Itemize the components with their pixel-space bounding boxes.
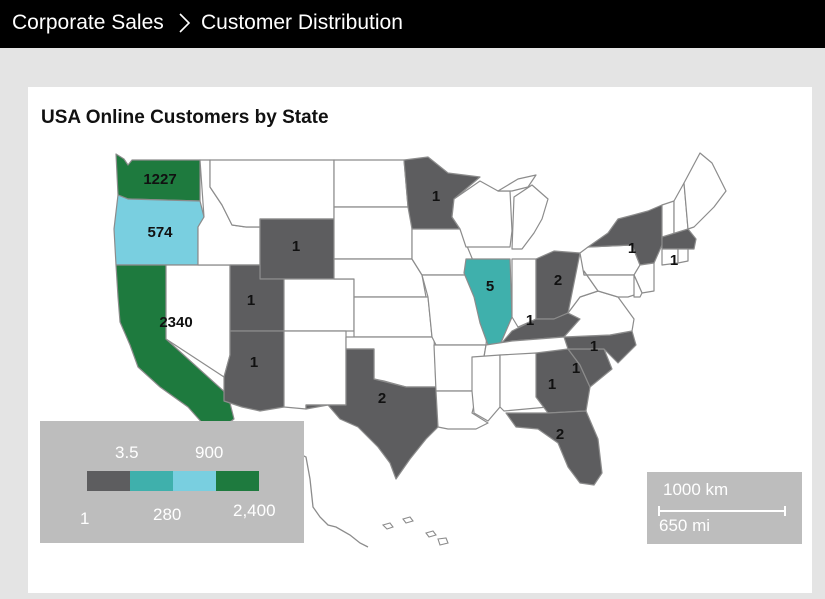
state-nm[interactable]	[283, 330, 347, 410]
state-mt[interactable]	[209, 159, 335, 228]
legend-swatch-band-3	[173, 471, 216, 491]
breadcrumb-parent[interactable]: Corporate Sales	[12, 11, 164, 34]
map-panel: 1227 574 2340 1 1 1 1 2 5 2 1 1 1 1 1 1 2 USA Online Cus…	[28, 87, 812, 593]
header-bar: Corporate Sales Customer Distribution	[0, 0, 825, 48]
color-legend: 3.5 900 1 280 2,400	[40, 421, 304, 543]
legend-top-label: 3.5	[115, 443, 139, 462]
legend-top-label: 900	[195, 443, 224, 462]
state-value-label-wy: 1	[292, 238, 300, 255]
legend-bottom-label: 1	[80, 509, 90, 528]
state-value-label-mn: 1	[432, 188, 440, 205]
legend-swatch-band-2	[130, 471, 173, 491]
state-co[interactable]	[283, 278, 355, 332]
state-ca[interactable]	[115, 264, 235, 426]
state-value-label-tx: 2	[378, 390, 386, 407]
breadcrumb-current: Customer Distribution	[201, 11, 403, 34]
state-ks[interactable]	[353, 296, 433, 338]
state-value-label-or: 574	[147, 224, 173, 241]
state-nd[interactable]	[333, 159, 409, 208]
map-title: USA Online Customers by State	[41, 107, 329, 128]
state-mi[interactable]	[497, 174, 549, 250]
scale-bar-line	[658, 506, 786, 516]
state-vt[interactable]	[661, 200, 675, 238]
state-value-label-ga: 1	[548, 376, 556, 393]
state-de[interactable]	[633, 274, 643, 298]
state-value-label-ny: 1	[628, 240, 636, 257]
state-value-label-ut: 1	[247, 292, 255, 309]
state-tx[interactable]	[305, 348, 439, 480]
legend-bottom-label: 2,400	[233, 501, 276, 520]
state-value-label-oh: 2	[554, 272, 562, 289]
chevron-right-icon	[179, 13, 191, 33]
state-fl[interactable]	[505, 410, 603, 486]
state-sd[interactable]	[333, 206, 413, 260]
legend-swatch-band-4	[216, 471, 259, 491]
state-value-label-az: 1	[250, 354, 258, 371]
legend-swatch-band-1	[87, 471, 130, 491]
state-ri[interactable]	[677, 248, 689, 264]
state-value-label-wa: 1227	[143, 171, 176, 188]
state-me[interactable]	[683, 152, 727, 230]
state-wi[interactable]	[451, 180, 513, 248]
state-value-label-ky: 1	[526, 312, 534, 329]
legend-bottom-label: 280	[153, 505, 182, 524]
scale-mi-label: 650 mi	[659, 516, 711, 535]
state-value-label-ca: 2340	[159, 314, 192, 331]
state-ms[interactable]	[471, 354, 501, 422]
state-value-label-il: 5	[486, 278, 494, 295]
state-value-label-nc: 1	[590, 338, 598, 355]
state-az[interactable]	[223, 330, 285, 412]
state-value-label-fl: 2	[556, 426, 564, 443]
state-ma[interactable]	[661, 228, 697, 250]
state-value-label-sc: 1	[572, 360, 580, 377]
scale-bar: 1000 km 650 mi	[647, 472, 802, 544]
scale-km-label: 1000 km	[663, 480, 729, 499]
state-value-label-ma: 1	[670, 252, 678, 269]
